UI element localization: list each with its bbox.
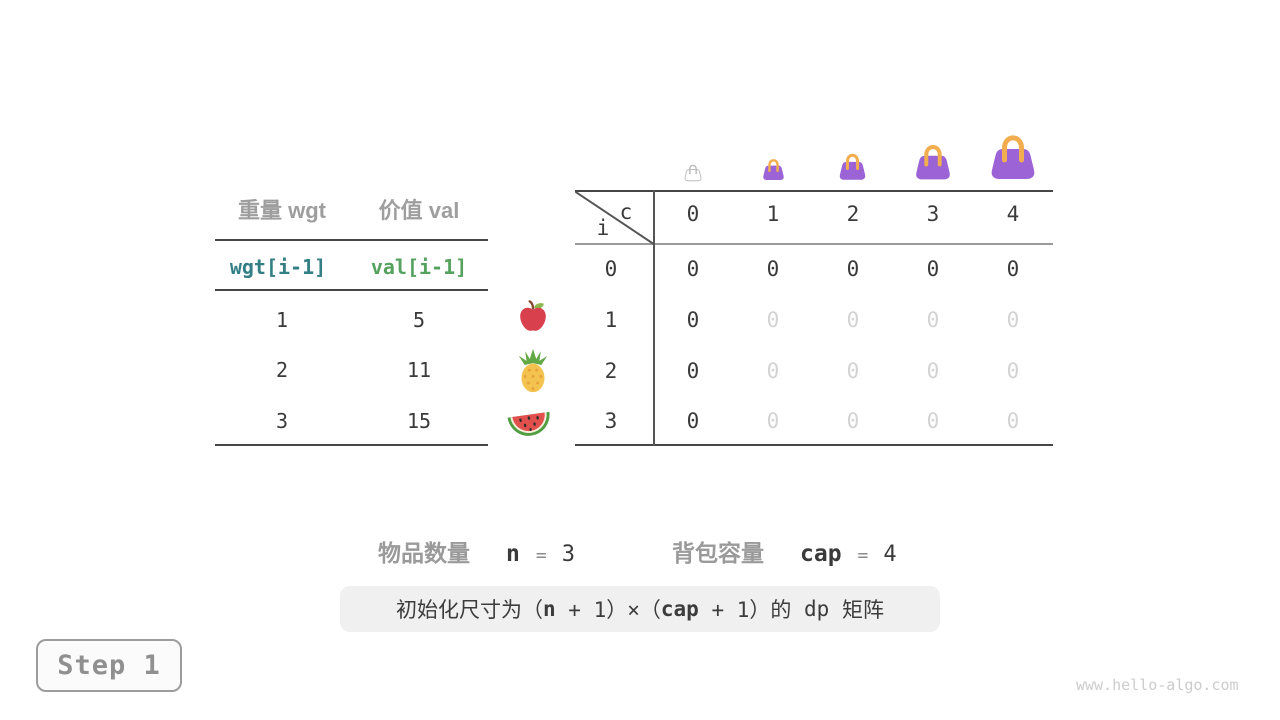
dp-cell-2-3: 0 <box>926 359 940 383</box>
dp-row-header-0: 0 <box>604 257 618 281</box>
caption-var-n: n <box>543 597 556 621</box>
dp-cell-1-0: 0 <box>686 308 700 332</box>
dp-cell-2-2: 0 <box>846 359 860 383</box>
item-count-stat: 物品数量 n = 3 <box>378 534 575 568</box>
dp-cell-3-2: 0 <box>846 409 860 433</box>
caption-text-3: + 1）的 <box>698 598 805 622</box>
capacity-var: cap <box>800 541 842 567</box>
apple-icon <box>520 300 546 331</box>
items-table-col2-header: 价值 val <box>378 198 460 223</box>
caption-text-4: 矩阵 <box>829 598 884 622</box>
dp-cell-1-1: 0 <box>766 308 780 332</box>
ghost-bag-icon <box>684 162 702 182</box>
dp-cell-0-1: 0 <box>766 257 780 281</box>
dp-col-header-1: 1 <box>766 202 780 226</box>
item-2-value: 11 <box>406 358 432 382</box>
items-table-val-index: val[i-1] <box>370 255 468 279</box>
dp-col-header-4: 4 <box>1006 202 1020 226</box>
step-button-label: Step 1 <box>57 650 161 681</box>
items-table-top-divider <box>215 239 488 241</box>
dp-table-top-border <box>575 190 1053 192</box>
dp-cell-3-3: 0 <box>926 409 940 433</box>
capacity-stat: 背包容量 cap = 4 <box>672 534 897 568</box>
dp-table-header-divider <box>575 243 1053 245</box>
caption-text-2: + 1）×（ <box>555 598 661 622</box>
caption-var-cap: cap <box>660 597 699 621</box>
item-count-var: n <box>506 541 520 567</box>
watermelon-icon <box>507 411 550 436</box>
items-table-col1-header: 重量 wgt <box>238 198 326 223</box>
dp-table-vertical-divider <box>653 190 655 446</box>
dp-cell-0-3: 0 <box>926 257 940 281</box>
items-table-bottom-divider <box>215 444 488 446</box>
item-3-weight: 3 <box>275 409 289 433</box>
step-button[interactable]: Step 1 <box>36 639 182 692</box>
items-table-wgt-index: wgt[i-1] <box>229 255 327 279</box>
dp-row-header-3: 3 <box>604 409 618 433</box>
dp-col-header-0: 0 <box>686 202 700 226</box>
dp-cell-2-4: 0 <box>1006 359 1020 383</box>
step-caption: 初始化尺寸为（ n + 1）×（ cap + 1）的 dp 矩阵 <box>340 586 940 632</box>
dp-cell-3-0: 0 <box>686 409 700 433</box>
dp-col-header-2: 2 <box>846 202 860 226</box>
bag-icon-capacity-4 <box>989 129 1037 181</box>
dp-cell-1-3: 0 <box>926 308 940 332</box>
item-2-weight: 2 <box>275 358 289 382</box>
item-3-value: 15 <box>406 409 432 433</box>
capacity-label: 背包容量 <box>672 540 764 566</box>
dp-cell-0-2: 0 <box>846 257 860 281</box>
dp-cell-2-1: 0 <box>766 359 780 383</box>
dp-row-header-2: 2 <box>604 359 618 383</box>
watermark: www.hello-algo.com <box>1076 676 1239 694</box>
dp-cell-3-4: 0 <box>1006 409 1020 433</box>
dp-cell-0-4: 0 <box>1006 257 1020 281</box>
dp-table-bottom-border <box>575 444 1053 446</box>
dp-corner-col-var: c <box>619 200 633 224</box>
items-table-mid-divider <box>215 289 488 291</box>
dp-cell-3-1: 0 <box>766 409 780 433</box>
dp-corner-row-var: i <box>596 216 610 240</box>
item-1-weight: 1 <box>275 308 289 332</box>
item-1-value: 5 <box>412 308 426 332</box>
item-count-label: 物品数量 <box>378 540 470 566</box>
dp-cell-0-0: 0 <box>686 257 700 281</box>
dp-row-header-1: 1 <box>604 308 618 332</box>
item-count-value: 3 <box>561 542 575 567</box>
dp-cell-2-0: 0 <box>686 359 700 383</box>
caption-text-1: 初始化尺寸为（ <box>396 598 543 622</box>
caption-code-dp: dp <box>804 597 830 621</box>
pineapple-icon <box>518 348 548 393</box>
capacity-equals: = <box>857 545 869 566</box>
capacity-value: 4 <box>883 542 897 567</box>
dp-cell-1-4: 0 <box>1006 308 1020 332</box>
item-count-equals: = <box>535 545 547 566</box>
bag-icon-capacity-1 <box>762 156 785 181</box>
dp-cell-1-2: 0 <box>846 308 860 332</box>
bag-icon-capacity-2 <box>838 150 867 181</box>
dp-col-header-3: 3 <box>926 202 940 226</box>
bag-icon-capacity-3 <box>914 140 952 181</box>
